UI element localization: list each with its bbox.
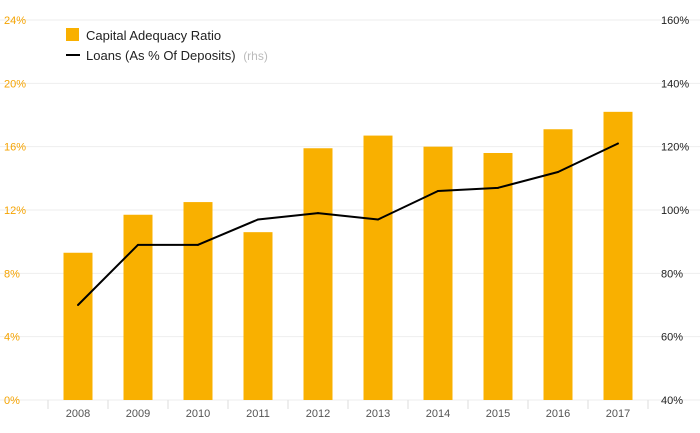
- bar-capital-adequacy: [123, 214, 153, 400]
- line-point-loans: [617, 142, 619, 145]
- line-point-loans: [497, 186, 499, 189]
- x-tick-label: 2012: [306, 408, 330, 420]
- y-right-tick-label: 60%: [661, 332, 683, 344]
- legend: Capital Adequacy Ratio Loans (As % Of De…: [66, 28, 268, 63]
- line-point-loans: [377, 218, 379, 221]
- y-left-tick-label: 12%: [4, 205, 26, 217]
- y-left-tick-label: 4%: [4, 332, 20, 344]
- y-right-tick-label: 140%: [661, 78, 689, 90]
- bar-capital-adequacy: [603, 111, 633, 400]
- legend-label-loans: Loans (As % Of Deposits) (rhs): [86, 48, 268, 63]
- y-right-tick-label: 120%: [661, 142, 689, 154]
- x-tick-label: 2009: [126, 408, 150, 420]
- x-tick-label: 2017: [606, 408, 630, 420]
- bar-capital-adequacy: [363, 135, 393, 401]
- y-left-tick-label: 20%: [4, 78, 26, 90]
- x-tick-label: 2014: [426, 408, 450, 420]
- line-point-loans: [137, 243, 139, 246]
- y-left-tick-label: 0%: [4, 395, 20, 407]
- y-right-tick-label: 160%: [661, 15, 689, 27]
- legend-label-loans-text: Loans (As % Of Deposits): [86, 48, 236, 63]
- y-right-tick-label: 80%: [661, 268, 683, 280]
- bar-series-capital-adequacy: [63, 111, 633, 401]
- line-loans-path: [77, 142, 619, 306]
- line-point-loans: [437, 190, 439, 192]
- legend-rhs-note: (rhs): [243, 49, 268, 63]
- bar-capital-adequacy: [183, 202, 213, 400]
- legend-label-capital-adequacy: Capital Adequacy Ratio: [86, 28, 221, 43]
- x-tick-label: 2008: [66, 408, 90, 420]
- x-tick-label: 2010: [186, 408, 210, 420]
- x-tick-label: 2013: [366, 408, 390, 420]
- y-left-tick-label: 24%: [4, 15, 26, 27]
- line-series-loans: [77, 142, 619, 306]
- y-left-tick-label: 8%: [4, 268, 20, 280]
- x-tick-label: 2015: [486, 408, 510, 420]
- line-point-loans: [557, 171, 559, 173]
- bar-capital-adequacy: [543, 129, 573, 400]
- line-point-loans: [197, 243, 199, 246]
- y-right-tick-label: 40%: [661, 395, 683, 407]
- line-point-loans: [77, 304, 79, 306]
- legend-swatch-capital-adequacy: [66, 28, 79, 41]
- bar-capital-adequacy: [63, 252, 93, 400]
- x-tick-label: 2011: [246, 408, 270, 420]
- gridlines: [0, 19, 700, 401]
- bar-capital-adequacy: [303, 148, 333, 400]
- x-tick-label: 2016: [546, 408, 570, 420]
- bar-capital-adequacy: [423, 146, 453, 400]
- line-point-loans: [257, 218, 259, 221]
- y-right-tick-label: 100%: [661, 205, 689, 217]
- y-left-tick-label: 16%: [4, 142, 26, 154]
- bar-capital-adequacy: [243, 232, 273, 400]
- axes: 0% 4% 8% 12% 16% 20% 24% 40% 60% 80% 100% 120% 140% 1…: [4, 15, 689, 420]
- line-point-loans: [317, 212, 319, 215]
- bar-capital-adequacy: [483, 153, 513, 400]
